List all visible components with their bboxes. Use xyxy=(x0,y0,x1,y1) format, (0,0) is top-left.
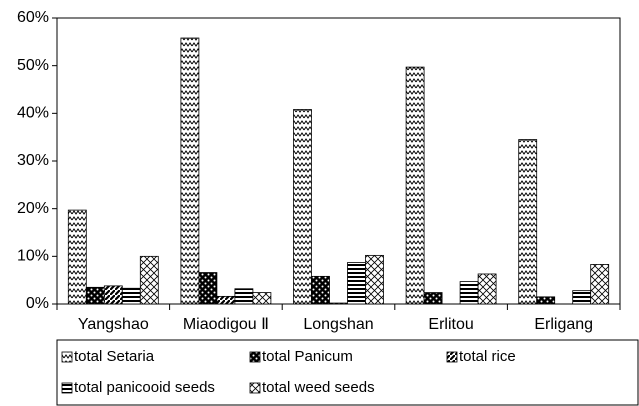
y-tick-label: 60% xyxy=(17,9,49,26)
legend-swatch xyxy=(61,351,73,363)
y-tick-label: 20% xyxy=(17,200,49,217)
bar xyxy=(423,292,443,305)
bar xyxy=(252,292,272,305)
bar xyxy=(459,281,479,305)
bar xyxy=(85,286,105,305)
bar xyxy=(67,209,87,305)
x-tick-label: Erligang xyxy=(534,316,593,333)
legend-swatch xyxy=(61,382,73,394)
bar xyxy=(477,273,497,305)
legend-label: total weed seeds xyxy=(262,379,375,396)
legend-swatch xyxy=(249,382,261,394)
x-tick-label: Miaodigou Ⅱ xyxy=(183,316,269,333)
legend-frame xyxy=(56,339,639,406)
bar xyxy=(536,296,556,305)
bar xyxy=(216,295,236,305)
bar xyxy=(590,264,610,305)
y-tick-label: 40% xyxy=(17,105,49,122)
bar xyxy=(180,37,200,305)
bar xyxy=(518,139,538,305)
bar xyxy=(365,254,384,305)
bar xyxy=(121,287,141,305)
legend-label: total Panicum xyxy=(262,348,353,365)
bar xyxy=(347,262,366,305)
legend-swatch xyxy=(249,351,261,363)
y-tick-label: 50% xyxy=(17,57,49,74)
legend-label: total panicooid seeds xyxy=(74,379,215,396)
bar xyxy=(103,285,123,305)
legend-label: total rice xyxy=(459,348,516,365)
x-tick-label: Longshan xyxy=(303,316,373,333)
bar xyxy=(234,288,254,305)
bar xyxy=(405,66,425,305)
bar xyxy=(311,275,330,305)
bar xyxy=(139,255,159,305)
x-tick-label: Yangshao xyxy=(78,316,149,333)
legend-label: total Setaria xyxy=(74,348,155,365)
bar xyxy=(293,109,312,305)
legend-swatch xyxy=(446,351,458,363)
bar xyxy=(329,302,348,305)
bar xyxy=(198,272,218,305)
y-tick-label: 0% xyxy=(26,295,49,312)
y-tick-label: 30% xyxy=(17,152,49,169)
y-tick-label: 10% xyxy=(17,248,49,265)
x-tick-label: Erlitou xyxy=(428,316,473,333)
bar xyxy=(572,290,592,305)
